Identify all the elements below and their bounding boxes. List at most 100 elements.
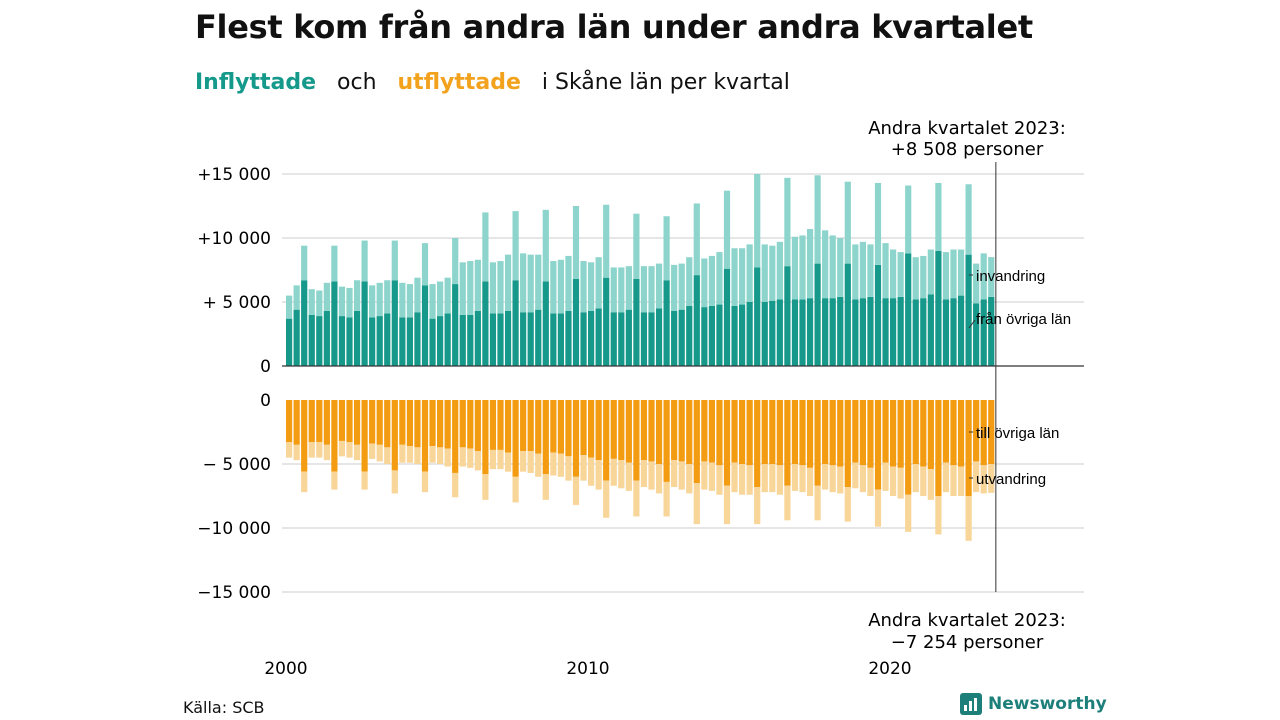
bar-inflow-other-counties [927,294,934,366]
bar-outflow-emigration [776,465,783,495]
bar-outflow-emigration [859,465,866,493]
bar-inflow-immigration [618,267,625,313]
bar-outflow-emigration [761,464,768,493]
bar-inflow-other-counties [746,302,753,366]
bar-outflow-other-counties [867,400,874,468]
bar-inflow-immigration [444,277,451,314]
bar-inflow-other-counties [353,310,361,366]
bar-inflow-other-counties [799,299,806,366]
bar-outflow-other-counties [429,400,436,447]
bar-chart-icon [960,693,982,715]
bar-outflow-emigration [444,448,451,467]
fran-ovriga-leader [968,319,976,329]
bar-outflow-other-counties [353,400,361,445]
bar-outflow-other-counties [935,400,942,496]
bar-inflow-other-counties [663,280,670,366]
bar-outflow-other-counties [603,400,610,481]
bar-outflow-other-counties [837,400,844,467]
bar-inflow-immigration [723,190,731,269]
bar-inflow-other-counties [716,304,723,366]
bar-outflow-emigration [829,465,836,493]
bar-outflow-other-counties [769,400,776,464]
bar-inflow-other-counties [701,307,708,366]
bar-outflow-emigration [633,480,640,517]
bar-outflow-emigration [520,451,527,472]
bar-outflow-other-counties [859,400,866,466]
bar-outflow-other-counties [693,400,700,484]
bar-inflow-other-counties [572,278,580,366]
bar-outflow-other-counties [625,400,632,463]
bar-inflow-immigration [731,248,738,306]
bar-outflow-emigration [535,453,542,477]
bar-outflow-emigration [618,460,625,489]
bar-outflow-other-counties [399,400,406,445]
bar-outflow-other-counties [739,400,746,464]
bar-outflow-other-counties [610,400,617,459]
bar-outflow-emigration [421,471,429,493]
bars [286,174,995,541]
bar-inflow-immigration [814,175,821,264]
x-tick-label: 2000 [264,659,307,679]
bar-inflow-other-counties [731,305,738,366]
bar-outflow-other-counties [716,400,723,466]
bar-outflow-emigration [678,461,685,490]
bar-outflow-emigration [837,466,844,494]
bar-outflow-other-counties [912,400,919,464]
bar-outflow-other-counties [791,400,799,464]
bar-outflow-other-counties [301,400,308,472]
bar-outflow-emigration [671,460,678,488]
bar-outflow-other-counties [580,400,587,456]
bar-outflow-emigration [927,469,934,500]
bar-outflow-other-counties [467,400,474,449]
bar-inflow-immigration [716,252,723,305]
bar-inflow-other-counties [957,295,965,366]
bar-inflow-other-counties [739,304,746,366]
bar-inflow-immigration [527,254,534,313]
bar-inflow-other-counties [512,280,519,366]
bar-outflow-other-counties [520,400,527,452]
bar-inflow-immigration [701,258,708,308]
bar-outflow-other-counties [489,400,497,450]
bar-inflow-immigration [708,255,715,306]
bar-inflow-other-counties [648,312,655,366]
bar-inflow-immigration [920,255,927,299]
bar-inflow-other-counties [467,314,474,366]
bar-inflow-other-counties [897,296,904,366]
bar-inflow-other-counties [286,318,293,366]
bar-inflow-immigration [822,230,829,299]
bar-outflow-emigration [897,467,904,499]
bar-outflow-emigration [799,465,806,493]
bar-outflow-emigration [739,464,746,495]
bar-inflow-immigration [610,267,617,313]
bar-inflow-immigration [806,229,814,299]
bar-outflow-other-counties [950,400,957,466]
bar-inflow-immigration [671,264,678,311]
bar-inflow-immigration [391,240,398,281]
bar-inflow-immigration [384,280,391,314]
bar-outflow-emigration [414,447,421,464]
bar-inflow-other-counties [565,310,572,366]
bar-inflow-immigration [829,235,836,299]
bar-inflow-other-counties [391,280,398,366]
bar-inflow-other-counties [806,298,814,366]
bar-outflow-emigration [323,444,330,461]
bar-inflow-immigration [323,282,330,311]
bar-outflow-emigration [376,444,383,462]
bar-inflow-other-counties [686,305,693,366]
bar-outflow-emigration [655,464,663,494]
bar-inflow-other-counties [520,312,527,366]
bar-inflow-other-counties [474,310,481,366]
bar-outflow-other-counties [776,400,783,466]
bar-inflow-immigration [437,281,444,317]
bar-outflow-emigration [316,442,323,458]
bar-outflow-emigration [361,471,368,490]
bar-inflow-immigration [286,295,293,319]
y-tick-label: +10 000 [197,229,271,249]
bar-inflow-immigration [331,245,338,282]
bar-inflow-other-counties [406,317,413,366]
bar-outflow-emigration [338,440,346,457]
bar-inflow-immigration [973,263,980,304]
bar-inflow-immigration [353,280,361,311]
bar-outflow-other-counties [829,400,836,466]
bar-inflow-other-counties [429,318,436,366]
